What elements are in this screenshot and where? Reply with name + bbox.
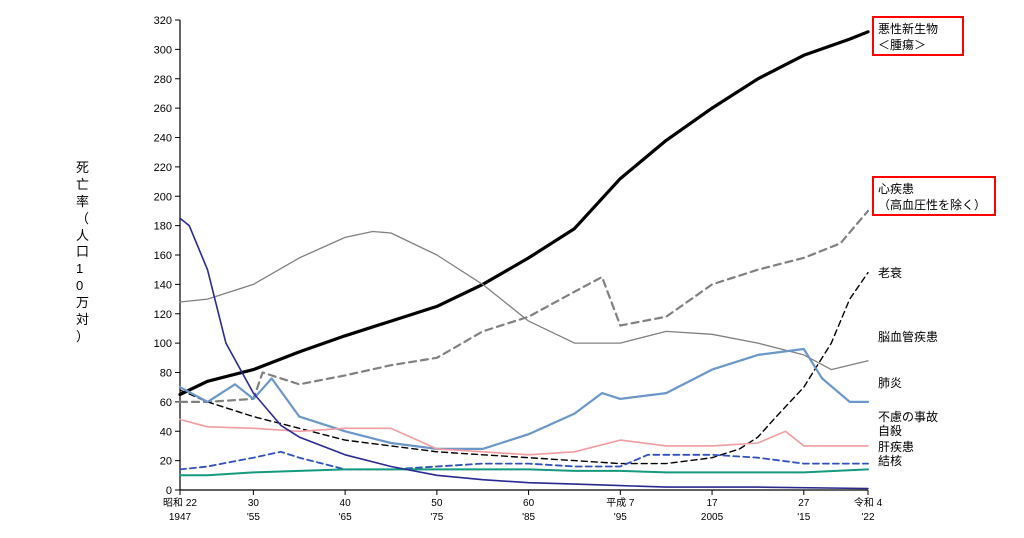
x-tick-year-label: '22 xyxy=(861,512,874,523)
series-label-stroke: 脳血管疾患 xyxy=(878,330,938,346)
series-label-senility: 老衰 xyxy=(878,266,902,282)
x-tick-year-label: 1947 xyxy=(169,512,192,523)
y-tick-label: 220 xyxy=(154,162,172,174)
x-tick-era-label: 30 xyxy=(248,498,260,509)
x-tick-era-label: 50 xyxy=(431,498,443,509)
y-tick-label: 100 xyxy=(154,338,172,350)
y-tick-label: 300 xyxy=(154,44,172,56)
y-tick-label: 200 xyxy=(154,191,172,203)
x-tick-era-label: 40 xyxy=(340,498,352,509)
y-tick-label: 0 xyxy=(166,485,172,497)
x-tick-year-label: '55 xyxy=(247,512,260,523)
y-tick-label: 320 xyxy=(154,15,172,27)
chart-container: 0 20 40 60 80 100 120 140 160 180 200 220 240 260 280 3… xyxy=(0,0,1024,538)
y-tick-label: 20 xyxy=(160,456,172,468)
y-tick-label: 280 xyxy=(154,74,172,86)
x-tick-year-label: '65 xyxy=(339,512,352,523)
x-tick-era-label: 平成 7 xyxy=(606,497,635,509)
y-tick-label: 80 xyxy=(160,368,172,380)
x-tick-year-label: 2005 xyxy=(701,512,724,523)
x-tick-era-label: 令和 4 xyxy=(854,496,883,509)
highlight-box-heart xyxy=(872,176,996,216)
x-tick-era-label: 昭和 22 xyxy=(163,497,197,509)
chart-svg: 0 20 40 60 80 100 120 140 160 180 200 220 240 260 280 3… xyxy=(0,0,1024,538)
y-axis-title: 死亡率（人口10万対） xyxy=(76,160,89,346)
y-tick-label: 140 xyxy=(154,279,172,291)
series-label-tb: 結核 xyxy=(878,454,902,470)
y-tick-label: 180 xyxy=(154,221,172,233)
x-tick-year-label: '95 xyxy=(614,512,627,523)
y-tick-label: 60 xyxy=(160,397,172,409)
series-label-pneumonia: 肺炎 xyxy=(878,376,902,392)
y-tick-label: 240 xyxy=(154,133,172,145)
x-tick-era-label: 60 xyxy=(523,498,535,509)
x-tick-year-label: '85 xyxy=(522,512,535,523)
x-tick-era-label: 27 xyxy=(798,498,810,509)
y-tick-label: 120 xyxy=(154,309,172,321)
series-label-suicide: 自殺 xyxy=(878,424,902,440)
x-tick-year-label: '75 xyxy=(430,512,443,523)
highlight-box-cancer xyxy=(872,16,964,56)
x-tick-era-label: 17 xyxy=(706,498,718,509)
x-tick-year-label: '15 xyxy=(797,512,810,523)
y-tick-label: 40 xyxy=(160,426,172,438)
y-tick-label: 260 xyxy=(154,103,172,115)
y-tick-label: 160 xyxy=(154,250,172,262)
